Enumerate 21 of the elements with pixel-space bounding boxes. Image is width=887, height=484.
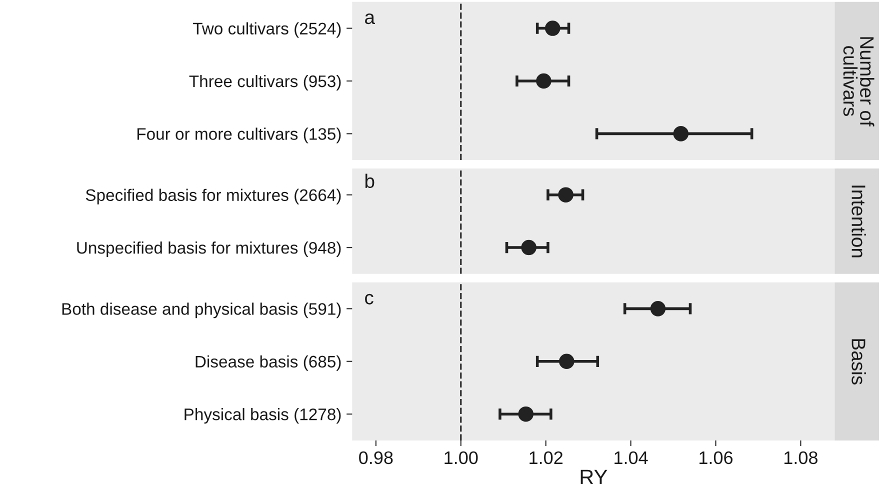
- x-tick-label: 1.00: [444, 451, 478, 464]
- x-axis-title: RY: [580, 470, 608, 484]
- annotation: a: [365, 13, 376, 24]
- x-tick-label: 1.02: [530, 451, 562, 464]
- x-tick-label: 0.98: [359, 451, 393, 464]
- y-tick-label: Two cultivars (2524): [192, 22, 341, 38]
- y-tick-label: Unspecified basis for mixtures (948): [77, 242, 341, 258]
- y-tick-label: Four or more cultivars (135): [137, 128, 341, 144]
- annotation: c: [365, 294, 374, 305]
- x-tick-label: 1.08: [784, 451, 818, 464]
- y2-axis-title: Intention: [852, 186, 866, 258]
- x-tick-label: 1.04: [614, 451, 648, 464]
- y-tick-label: Specified basis for mixtures (2664): [86, 188, 341, 204]
- y-tick-label: Disease basis (685): [196, 355, 341, 371]
- y-tick-label: Both disease and physical basis (591): [62, 302, 341, 318]
- y2-axis-title: Number of cultivars: [843, 37, 874, 126]
- y2-axis-title: Basis: [852, 339, 866, 384]
- annotation: b: [365, 174, 374, 188]
- x-tick-label: 1.06: [700, 451, 733, 464]
- y-tick-label: Three cultivars (953): [189, 74, 341, 90]
- y-tick-label: Physical basis (1278): [184, 408, 341, 424]
